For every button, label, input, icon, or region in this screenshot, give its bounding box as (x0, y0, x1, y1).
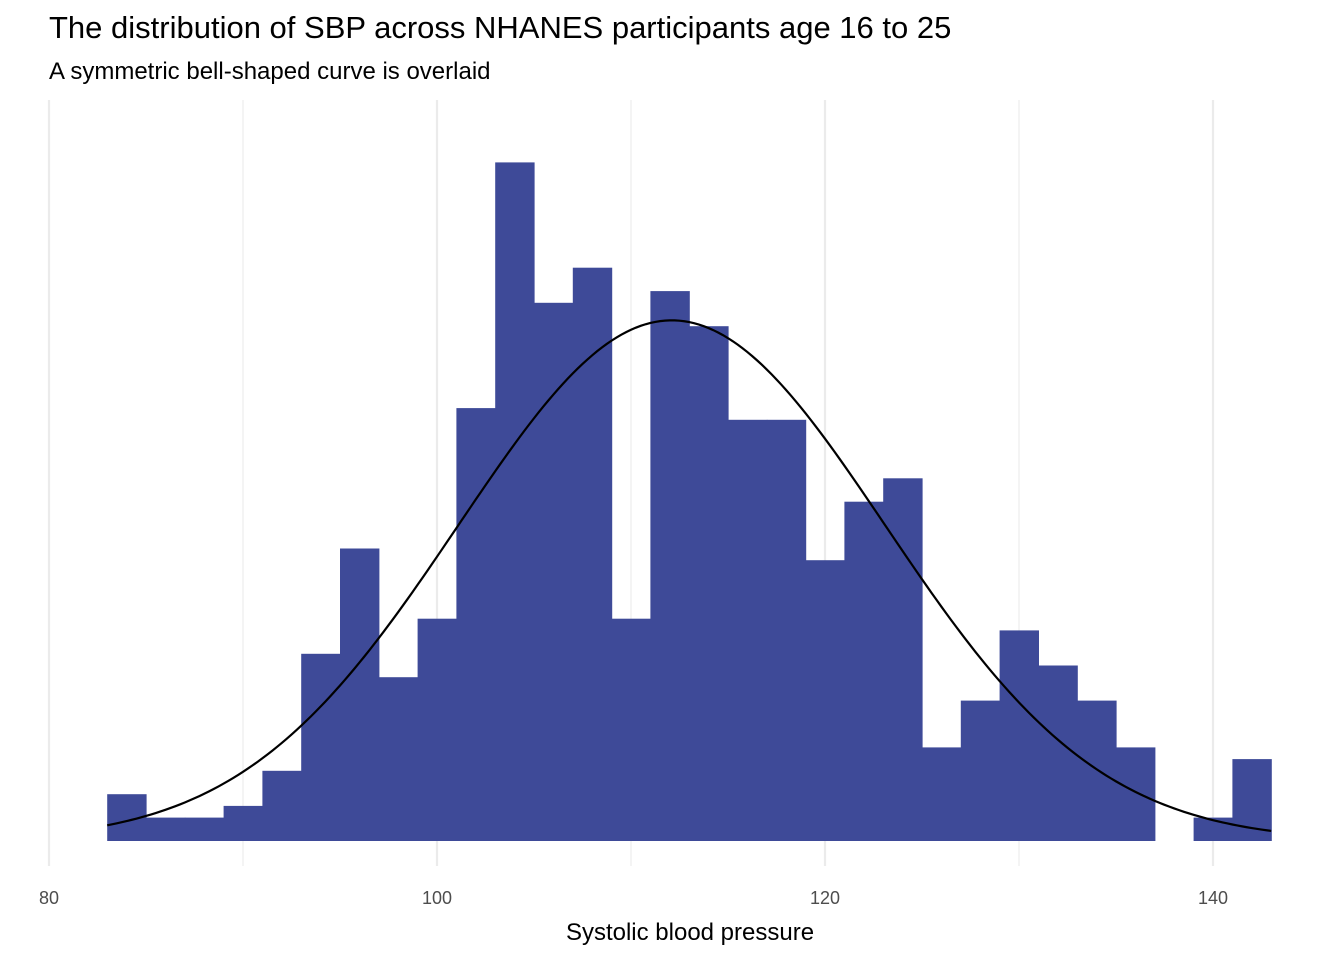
histogram-bar (301, 653, 341, 841)
histogram-bar (611, 618, 651, 841)
x-tick-labels: 80 100 120 140 (39, 888, 1228, 908)
histogram-bar (1038, 665, 1078, 841)
chart-subtitle: A symmetric bell-shaped curve is overlai… (49, 58, 491, 85)
histogram-bar (417, 618, 457, 841)
histogram-bar (922, 747, 962, 841)
histogram-bar (340, 548, 380, 841)
histogram-bar (534, 302, 574, 841)
chart-title: The distribution of SBP across NHANES pa… (49, 10, 952, 45)
histogram-bar (456, 408, 496, 841)
histogram-bar (999, 630, 1039, 841)
normal-curve-layer (106, 319, 1272, 833)
histogram-bar (805, 560, 845, 841)
histogram-bar (572, 267, 613, 841)
histogram-bar (844, 501, 884, 841)
histogram-bar (495, 162, 535, 841)
histogram-bar (766, 419, 807, 841)
histogram-bar (378, 677, 419, 841)
x-tick-label: 80 (39, 888, 59, 908)
x-tick-label: 120 (810, 888, 840, 908)
histogram-bar (262, 770, 302, 841)
histogram-bar (1116, 747, 1156, 841)
normal-curve (106, 319, 1272, 833)
histogram-bar (960, 700, 1001, 841)
histogram-bar (728, 419, 768, 841)
histogram-bar (146, 817, 186, 841)
x-axis-title: Systolic blood pressure (566, 919, 814, 946)
x-tick-label: 100 (422, 888, 452, 908)
histogram-bar (1077, 700, 1117, 841)
histogram-bar (184, 817, 225, 841)
histogram-bar (650, 291, 690, 842)
histogram-bars (107, 162, 1272, 842)
histogram-bar (223, 805, 263, 841)
x-tick-label: 140 (1198, 888, 1228, 908)
histogram-bar (883, 478, 923, 841)
histogram-bar (689, 326, 729, 841)
